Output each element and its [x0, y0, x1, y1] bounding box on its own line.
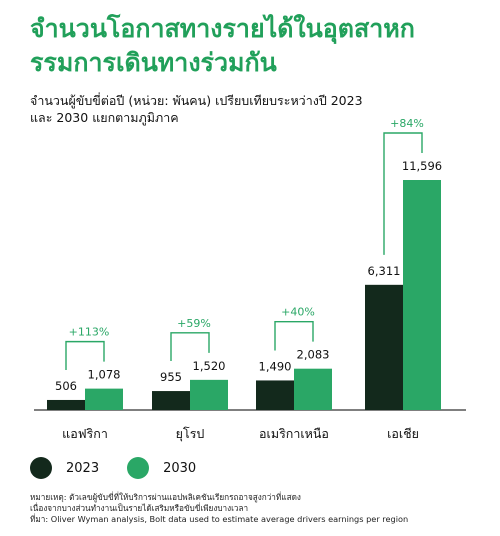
growth-bracket-ยุโรป	[170, 332, 210, 362]
data-label-2030-แอฟริกา: 1,078	[88, 368, 121, 382]
chart-title-line-1: จำนวนโอกาสทางรายได้ในอุตสาหก	[30, 14, 415, 43]
data-label-2030-เอเชีย: 11,596	[402, 159, 442, 173]
chart-title: จำนวนโอกาสทางรายได้ในอุตสาหก รรมการเดินท…	[30, 12, 490, 80]
x-tick-label-อเมริกาเหนือ: อเมริกาเหนือ	[259, 426, 329, 441]
bar-2023-แอฟริกา	[47, 399, 85, 410]
growth-bracket-เอเชีย	[383, 132, 423, 255]
data-label-2023-ยุโรป: 955	[160, 370, 182, 384]
chart-legend: 2023 2030	[30, 456, 224, 480]
bar-2030-เอเชีย	[403, 180, 441, 410]
bar-2023-อเมริกาเหนือ	[256, 380, 294, 410]
legend-label-2030: 2030	[163, 460, 197, 476]
bar-2023-ยุโรป	[152, 391, 190, 410]
bar-2030-ยุโรป	[190, 379, 228, 410]
bar-2030-อเมริกาเหนือ	[294, 368, 332, 410]
data-label-2023-แอฟริกา: 506	[55, 379, 77, 393]
footnote-source: ที่มา: Oliver Wyman analysis, Bolt data …	[30, 514, 409, 524]
chart-subtitle: จำนวนผู้ขับขี่ต่อปี (หน่วย: พันคน) เปรีย…	[30, 92, 490, 126]
legend-item-2023: 2023	[30, 457, 99, 479]
growth-bracket-แอฟริกา	[65, 340, 105, 370]
growth-label-อเมริกาเหนือ: +40%	[281, 306, 315, 319]
legend-swatch-2030	[127, 457, 150, 479]
footnote: หมายเหตุ: ตัวเลขผู้ขับขี่ที่ให้บริการผ่า…	[30, 492, 495, 525]
x-tick-label-แอฟริกา: แอฟริกา	[62, 426, 108, 441]
legend-item-2030: 2030	[127, 457, 196, 479]
chart-title-line-2: รรมการเดินทางร่วมกัน	[30, 48, 277, 77]
chart-subtitle-line-2: และ 2030 แยกตามภูมิภาค	[30, 110, 179, 125]
footnote-note-line-2: เนื่องจากบางส่วนทำงานเป็นรายได้เสริมหรือ…	[30, 503, 249, 513]
x-tick-label-ยุโรป: ยุโรป	[176, 426, 205, 442]
footnote-note-line-1: หมายเหตุ: ตัวเลขผู้ขับขี่ที่ให้บริการผ่า…	[30, 492, 301, 502]
chart-subtitle-line-1: จำนวนผู้ขับขี่ต่อปี (หน่วย: พันคน) เปรีย…	[30, 93, 363, 108]
legend-swatch-2023	[30, 457, 52, 479]
x-tick-label-เอเชีย: เอเชีย	[387, 426, 419, 441]
legend-label-2023: 2023	[66, 460, 100, 476]
growth-label-แอฟริกา: +113%	[69, 326, 110, 339]
growth-label-ยุโรป: +59%	[177, 317, 211, 330]
growth-label-เอเชีย: +84%	[390, 117, 424, 130]
growth-bracket-อเมริกาเหนือ	[274, 320, 314, 351]
data-label-2023-อเมริกาเหนือ: 1,490	[259, 359, 292, 373]
data-label-2030-ยุโรป: 1,520	[193, 359, 226, 373]
bar-2023-เอเชีย	[365, 284, 403, 410]
data-label-2030-อเมริกาเหนือ: 2,083	[297, 348, 330, 362]
data-label-2023-เอเชีย: 6,311	[368, 264, 401, 278]
bar-2030-แอฟริกา	[85, 388, 123, 410]
